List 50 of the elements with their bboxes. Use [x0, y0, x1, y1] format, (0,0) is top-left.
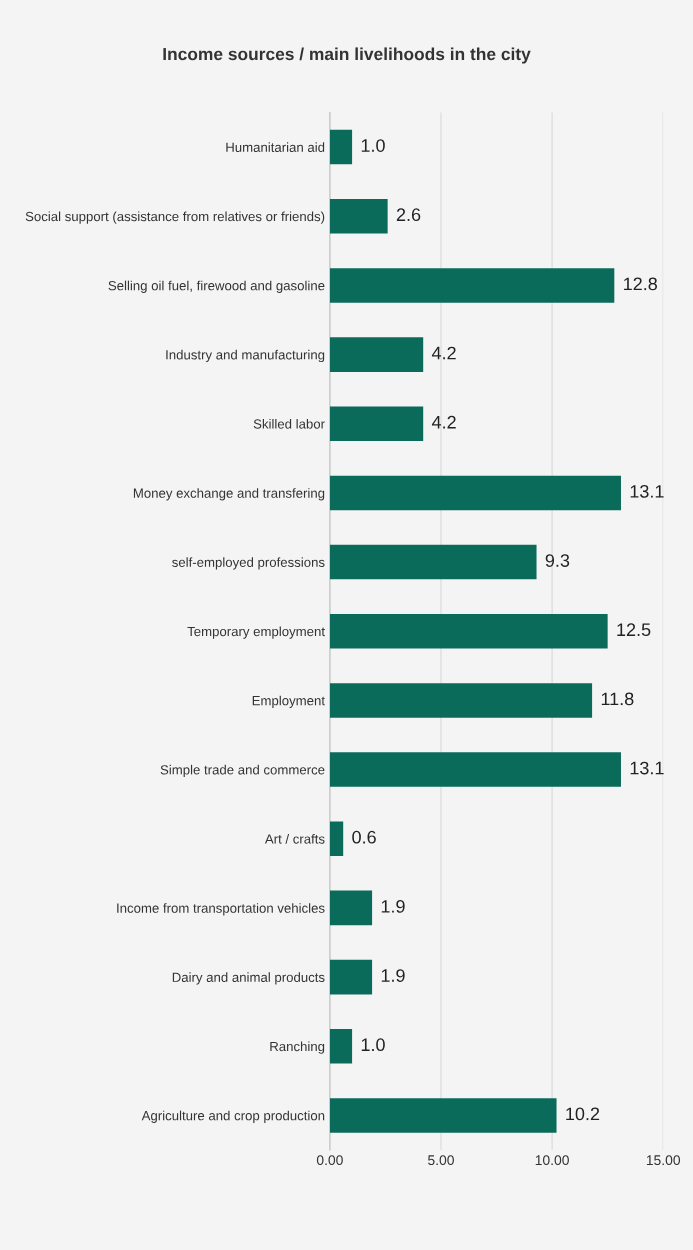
data-label: 1.9: [381, 899, 405, 913]
bar: [329, 198, 388, 234]
bar: [329, 1098, 557, 1133]
bar: [329, 337, 424, 372]
data-label: 2.6: [396, 208, 421, 222]
x-tick-label: 10.00: [535, 1155, 569, 1166]
y-tick-label: Social support (assistance from relatives or friends): [25, 211, 325, 224]
y-tick-label: self-employed professions: [172, 557, 325, 570]
bar: [329, 544, 537, 580]
bar: [329, 475, 621, 511]
x-tick-label: 15.00: [646, 1155, 681, 1166]
y-tick-label: Simple trade and commerce: [160, 764, 325, 778]
chart-title: Income sources / main livelihoods in the city: [163, 47, 531, 64]
bar: [329, 129, 353, 165]
data-label: 1.0: [361, 139, 385, 152]
y-tick-label: Agriculture and crop production: [141, 1110, 325, 1123]
data-label: 4.2: [431, 346, 456, 360]
bar: [329, 268, 615, 303]
data-label: 13.1: [630, 761, 664, 775]
x-tick-label: 5.00: [428, 1155, 454, 1166]
data-label: 1.0: [361, 1038, 385, 1052]
data-label: 4.2: [431, 415, 456, 429]
y-tick-label: Employment: [252, 695, 325, 708]
y-tick-label: Skilled labor: [253, 418, 325, 429]
data-label: 11.8: [601, 692, 634, 706]
bar: [329, 752, 621, 787]
data-label: 0.6: [352, 830, 376, 844]
bar: [329, 821, 344, 857]
bar: [329, 613, 608, 649]
y-tick-label: Art / crafts: [264, 833, 325, 844]
y-tick-label: Dairy and animal products: [172, 972, 325, 985]
y-tick-label: Selling oil fuel, firewood and gasoline: [108, 280, 325, 293]
data-label: 10.2: [566, 1107, 600, 1121]
data-label: 12.8: [624, 277, 657, 291]
x-tick-label: 0.00: [316, 1155, 343, 1166]
y-tick-label: Income from transportation vehicles: [117, 903, 325, 916]
bar: [329, 890, 373, 926]
bar: [329, 1028, 353, 1064]
y-tick-label: Temporary employment: [187, 626, 325, 639]
bar: [329, 406, 424, 442]
y-tick-label: Money exchange and transfering: [133, 488, 325, 501]
bar: [329, 683, 593, 718]
y-tick-label: Industry and manufacturing: [166, 349, 325, 363]
y-tick-label: Humanitarian aid: [226, 142, 325, 152]
data-label: 12.5: [617, 623, 651, 637]
y-tick-label: Ranching: [270, 1041, 325, 1054]
bar: [329, 959, 373, 995]
data-label: 13.1: [630, 484, 664, 498]
data-label: 1.9: [381, 969, 405, 982]
data-label: 9.3: [545, 554, 570, 567]
